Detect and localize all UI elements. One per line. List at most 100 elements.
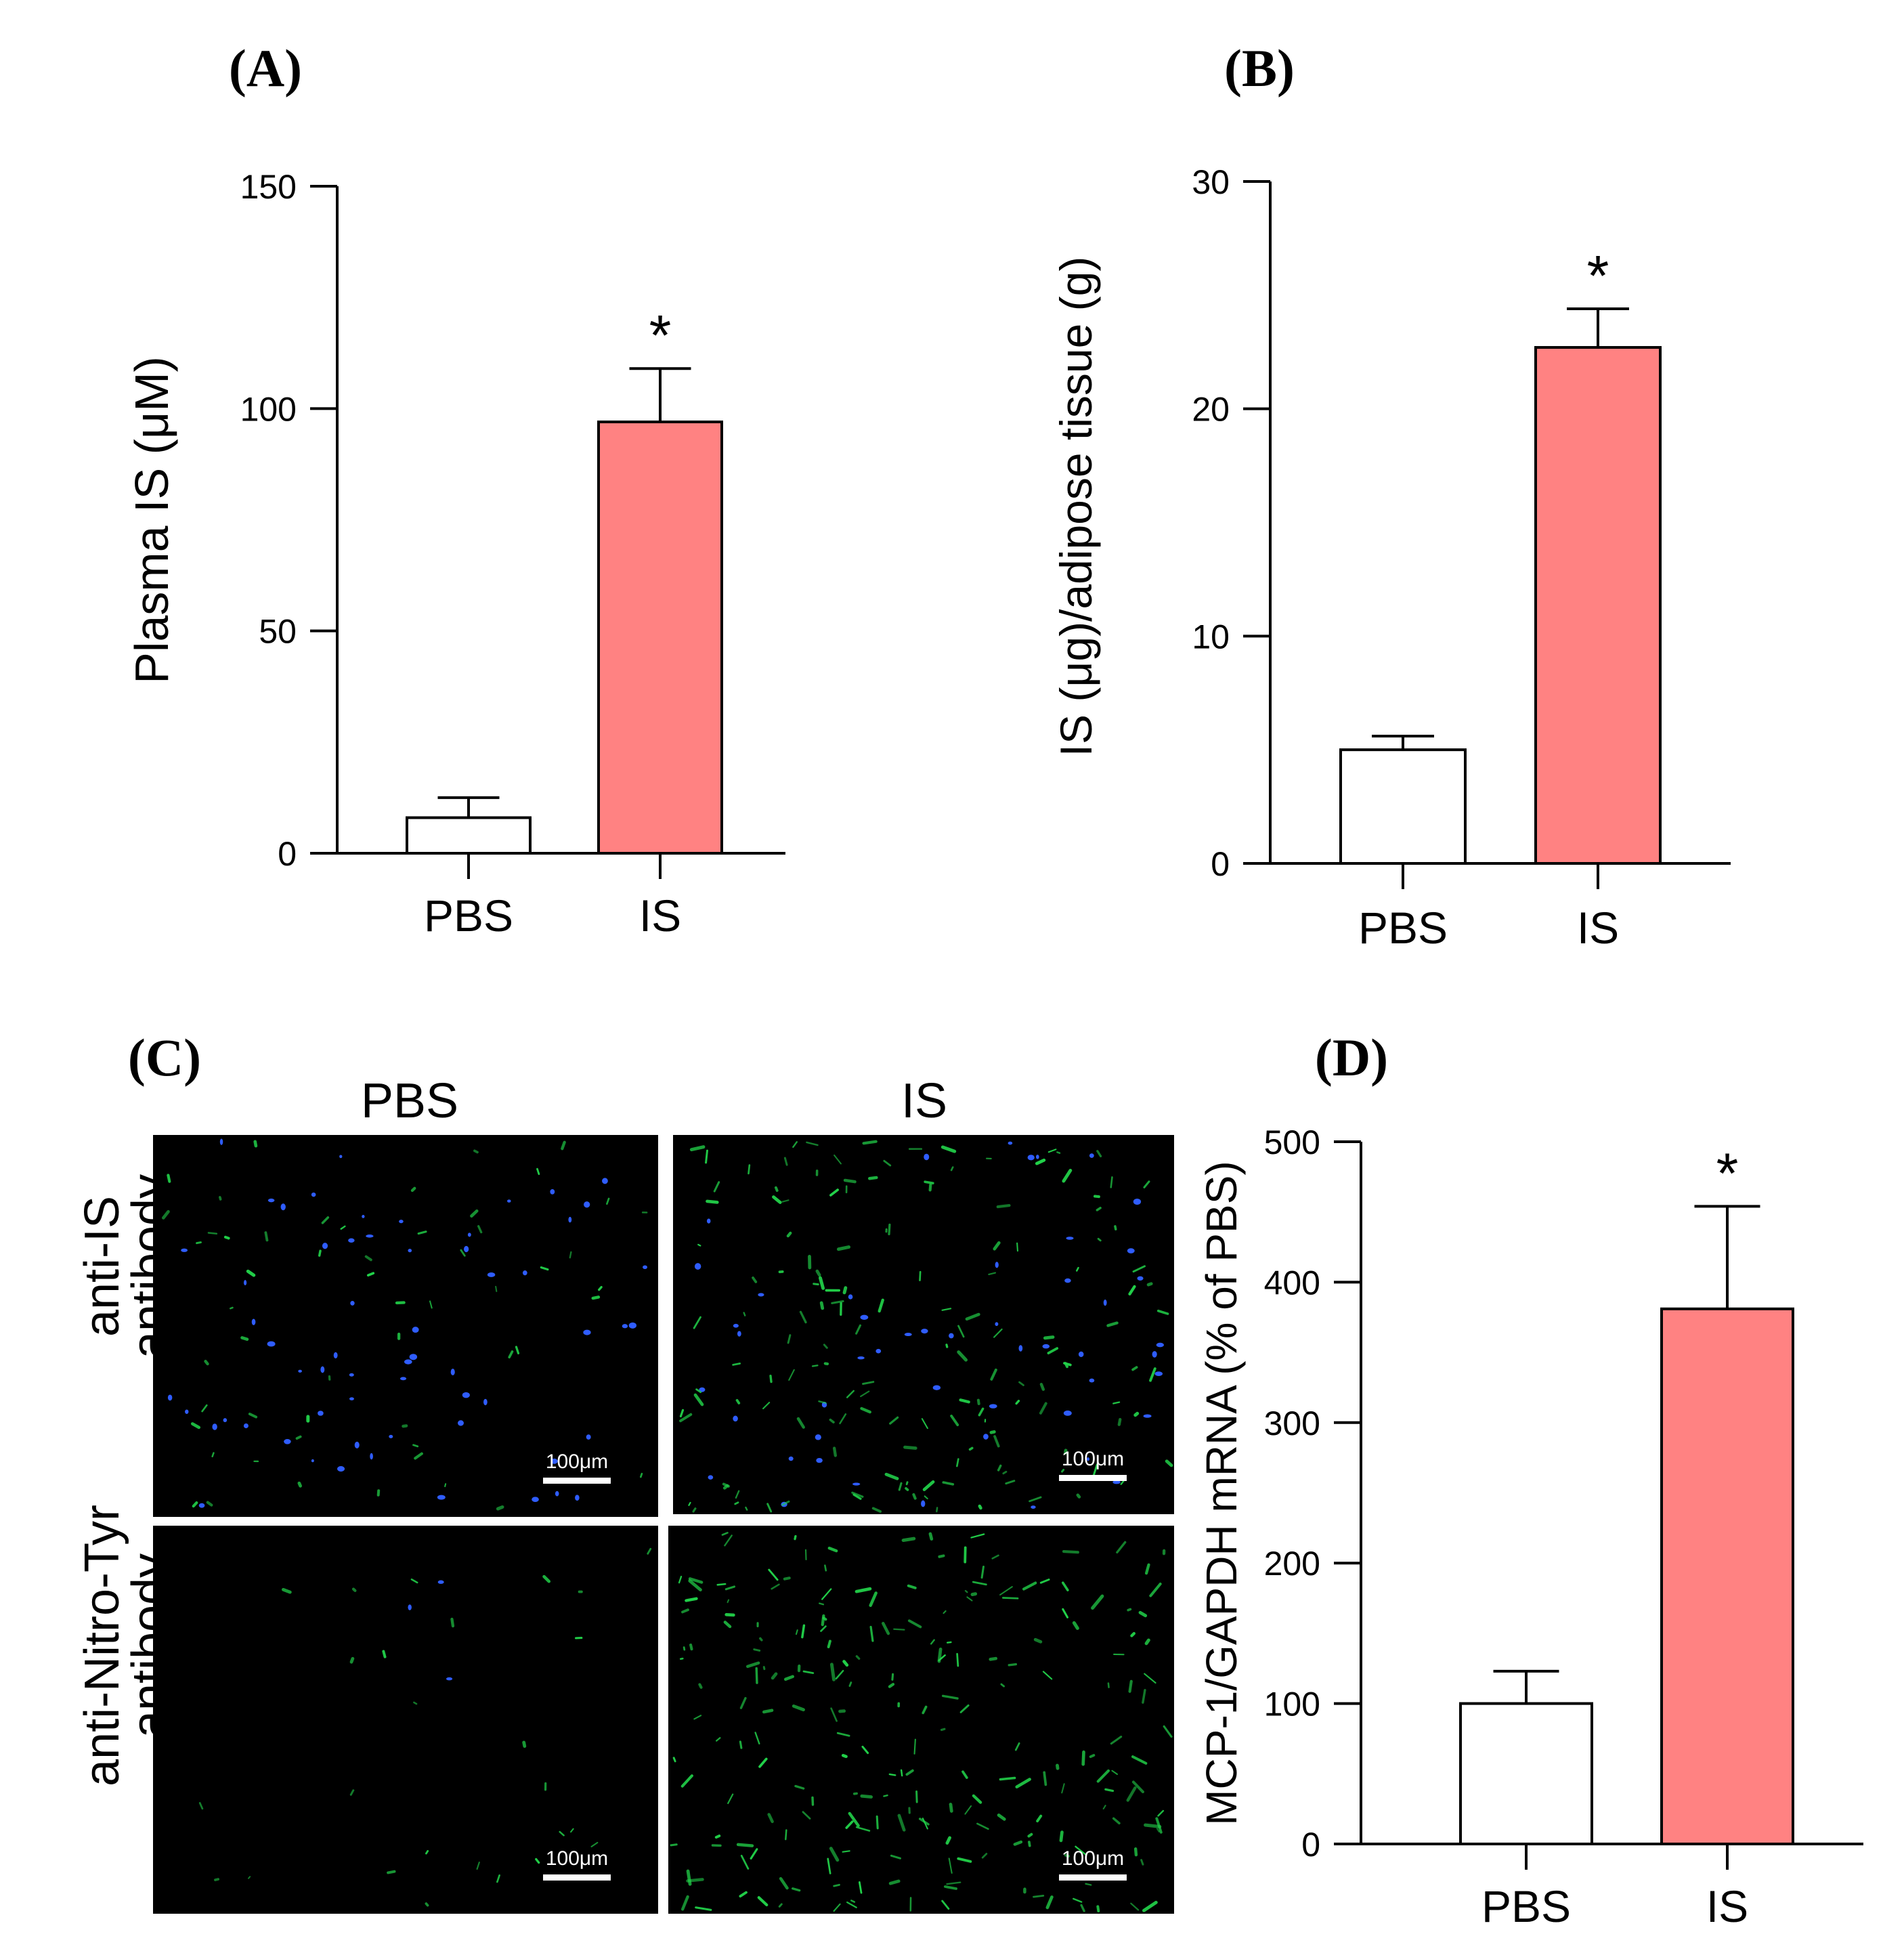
stain-speck: [496, 1874, 500, 1883]
stain-speck: [1043, 1771, 1047, 1786]
stain-speck: [884, 1472, 899, 1480]
stain-speck: [875, 1815, 879, 1830]
stain-speck: [1075, 1845, 1087, 1856]
y-tick-label: 100: [1264, 1686, 1320, 1723]
stain-speck: [795, 1629, 798, 1635]
nucleus-speck: [366, 1235, 374, 1238]
nucleus-speck: [904, 1333, 912, 1337]
stain-speck: [1138, 1610, 1148, 1618]
stain-speck: [697, 1243, 701, 1247]
stain-speck: [686, 1878, 704, 1883]
stain-speck: [1110, 1736, 1123, 1745]
stain-speck: [1064, 1853, 1070, 1858]
stain-speck: [167, 1174, 171, 1183]
nucleus-speck: [1008, 1141, 1013, 1145]
stain-speck: [961, 1770, 968, 1779]
stain-speck: [689, 1145, 706, 1152]
stain-speck: [1157, 1809, 1165, 1817]
stain-speck: [470, 1209, 479, 1218]
nucleus-speck: [1035, 1155, 1039, 1159]
stain-speck: [781, 1500, 790, 1506]
scale-bar: [1059, 1874, 1127, 1881]
nucleus-speck: [322, 1243, 328, 1249]
stain-speck: [693, 1393, 704, 1407]
stain-speck: [476, 1862, 480, 1870]
y-tick-label: 0: [1211, 845, 1230, 883]
nucleus-speck: [550, 1458, 558, 1464]
stain-speck: [248, 1413, 258, 1419]
stain-speck: [705, 1149, 708, 1164]
stain-speck: [542, 1574, 551, 1583]
stain-speck: [1081, 1750, 1085, 1766]
stain-speck: [1047, 1347, 1059, 1355]
stain-speck: [871, 1507, 882, 1513]
micrograph-background: [668, 1526, 1174, 1914]
stain-speck: [1126, 1786, 1137, 1802]
y-tick-label: 500: [1264, 1123, 1320, 1161]
stain-speck: [734, 1501, 739, 1505]
stain-speck: [1131, 1755, 1148, 1765]
stain-speck: [1039, 1383, 1045, 1391]
nucleus-speck: [1089, 1153, 1094, 1158]
nucleus-speck: [409, 1354, 418, 1360]
stain-speck: [678, 1575, 683, 1584]
stain-speck: [993, 1241, 1001, 1251]
stain-speck: [680, 1774, 693, 1788]
nucleus-speck: [1018, 1345, 1023, 1352]
stain-speck: [774, 1186, 779, 1193]
y-axis-label: MCP-1/GAPDH mRNA (% of PBS): [1197, 1161, 1246, 1826]
nucleus-speck: [167, 1394, 173, 1401]
stain-speck: [1140, 1859, 1144, 1866]
nucleus-speck: [584, 1201, 590, 1208]
stain-speck: [836, 1732, 850, 1737]
stain-speck: [695, 1388, 702, 1394]
stain-speck: [721, 1532, 729, 1536]
stain-speck: [950, 1166, 954, 1172]
stain-speck: [248, 1876, 251, 1879]
bar-is: [1534, 346, 1662, 865]
stain-speck: [989, 1656, 998, 1661]
stain-speck: [788, 1369, 795, 1381]
stain-speck: [883, 1794, 888, 1797]
stain-speck: [693, 1316, 701, 1329]
stain-speck: [1144, 1563, 1150, 1575]
stain-speck: [496, 1505, 504, 1511]
nucleus-speck: [243, 1423, 248, 1429]
stain-speck: [1130, 1902, 1140, 1911]
panel-label-d: (D): [1315, 1028, 1388, 1087]
stain-speck: [1104, 1788, 1115, 1793]
stain-speck: [972, 1581, 987, 1586]
stain-speck: [366, 1272, 375, 1277]
stain-speck: [946, 1881, 961, 1885]
stain-speck: [246, 1269, 256, 1277]
stain-speck: [941, 1308, 952, 1311]
stain-speck: [758, 1757, 768, 1768]
stain-speck: [681, 1608, 689, 1614]
stain-speck: [1091, 1594, 1104, 1610]
stain-speck: [739, 1891, 748, 1898]
nucleus-speck: [408, 1249, 412, 1253]
nucleus-speck: [699, 1387, 706, 1392]
bar-pbs: [1459, 1702, 1593, 1846]
stain-speck: [211, 1452, 215, 1458]
stain-speck: [723, 1621, 732, 1629]
nucleus-speck: [404, 1359, 412, 1365]
stain-speck: [727, 1793, 734, 1805]
micrograph-background: [153, 1526, 658, 1914]
micrograph-tile-r1-c0: 100μm: [153, 1526, 658, 1914]
stain-speck: [843, 1178, 857, 1184]
stain-speck: [972, 1794, 982, 1804]
stain-speck: [869, 1625, 874, 1642]
stain-speck: [858, 1881, 863, 1894]
stain-speck: [822, 1616, 827, 1621]
y-tick-label: 400: [1264, 1264, 1320, 1302]
stain-speck: [647, 1547, 652, 1555]
stain-speck: [851, 1491, 864, 1498]
stain-speck: [1028, 1841, 1031, 1847]
y-tick-label: 150: [240, 168, 297, 206]
stain-speck: [957, 1325, 965, 1338]
stain-speck: [214, 1878, 220, 1881]
stain-speck: [924, 1495, 928, 1500]
stain-speck: [522, 1740, 527, 1748]
nucleus-speck: [1152, 1351, 1157, 1358]
